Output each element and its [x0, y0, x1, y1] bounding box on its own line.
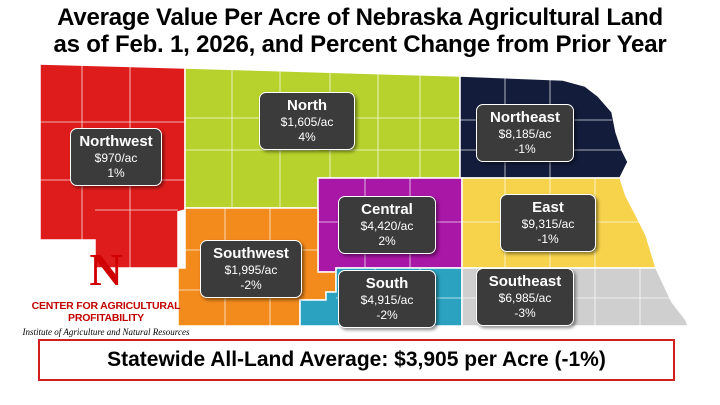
region-name: Northwest: [79, 133, 153, 150]
region-change: 2%: [378, 234, 396, 248]
center-logo: N CENTER FOR AGRICULTURAL PROFITABILITY …: [6, 244, 206, 338]
statewide-text: Statewide All-Land Average: $3,905 per A…: [107, 348, 606, 371]
region-change: -2%: [240, 278, 262, 292]
region-change: 4%: [298, 130, 316, 144]
region-value: $8,185/ac: [498, 127, 552, 141]
nebraska-n-logo-icon: N: [89, 244, 123, 295]
region-change: -3%: [514, 306, 536, 320]
region-value: $970/ac: [94, 151, 138, 165]
region-change: -1%: [537, 232, 559, 246]
statewide-average: Statewide All-Land Average: $3,905 per A…: [38, 339, 675, 381]
region-name: Southeast: [488, 273, 562, 290]
region-change: 1%: [107, 166, 125, 180]
region-value: $4,915/ac: [360, 293, 414, 307]
region-value: $6,985/ac: [498, 291, 552, 305]
region-value: $1,995/ac: [224, 263, 278, 277]
label-southwest: Southwest $1,995/ac -2%: [200, 240, 302, 298]
institute-name: Institute of Agriculture and Natural Res…: [22, 327, 190, 337]
region-value: $4,420/ac: [360, 219, 414, 233]
page-title: Average Value Per Acre of Nebraska Agric…: [0, 4, 720, 58]
region-name: East: [532, 199, 564, 216]
label-northeast: Northeast $8,185/ac -1%: [476, 104, 574, 162]
region-change: -2%: [376, 308, 398, 322]
region-value: $9,315/ac: [521, 217, 575, 231]
region-name: Southwest: [213, 245, 289, 262]
region-value: $1,605/ac: [280, 115, 334, 129]
title-line-2: as of Feb. 1, 2026, and Percent Change f…: [53, 31, 667, 58]
region-name: Northeast: [489, 109, 560, 126]
region-name: Central: [361, 201, 413, 218]
label-southeast: Southeast $6,985/ac -3%: [476, 268, 574, 326]
label-northwest: Northwest $970/ac 1%: [70, 128, 162, 186]
center-name: CENTER FOR AGRICULTURAL PROFITABILITY: [31, 300, 181, 324]
label-south: South $4,915/ac -2%: [338, 270, 436, 328]
title-line-1: Average Value Per Acre of Nebraska Agric…: [57, 4, 663, 31]
region-name: South: [365, 275, 409, 292]
label-east: East $9,315/ac -1%: [500, 194, 596, 252]
label-central: Central $4,420/ac 2%: [338, 196, 436, 254]
region-name: North: [287, 97, 327, 114]
region-change: -1%: [514, 142, 536, 156]
label-north: North $1,605/ac 4%: [259, 92, 355, 150]
